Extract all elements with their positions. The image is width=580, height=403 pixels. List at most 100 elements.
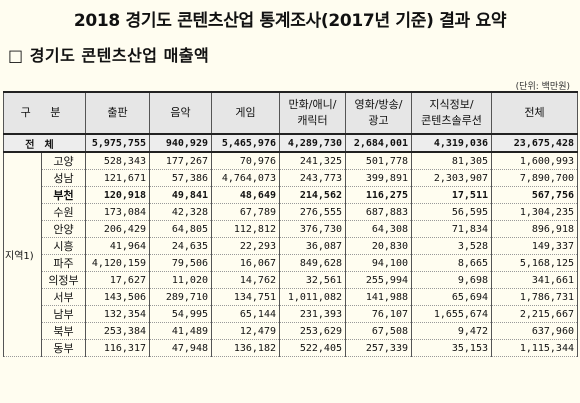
table-row: 지역1) 고양 528,343 177,267 70,976 241,325 501,778…: [3, 151, 578, 357]
table-cell: 849,628: [279, 254, 346, 272]
header-col: 출판: [85, 91, 150, 135]
table-cell: 24,635: [149, 237, 212, 255]
sales-table: 구 분 출판 음악 게임 만화/애니/ 캐릭터 영화/방송/ 광고 지식정보/ …: [3, 91, 578, 357]
table-cell: 22,293: [211, 237, 280, 255]
table-cell: 136,182: [211, 339, 280, 357]
table-cell: 16,067: [211, 254, 280, 272]
region-name: 파주: [41, 254, 86, 272]
table-cell: 149,337: [491, 237, 578, 255]
table-cell: 121,671: [85, 169, 150, 187]
header-col: 게임: [211, 91, 280, 135]
region-name: 서부: [41, 288, 86, 306]
table-cell: 637,960: [491, 322, 578, 340]
table-cell: 41,489: [149, 322, 212, 340]
table-cell: 253,629: [279, 322, 346, 340]
header-col: 지식정보/ 콘텐츠솔루션: [411, 91, 492, 135]
table-cell: 255,994: [345, 271, 412, 289]
table-cell: 141,988: [345, 288, 412, 306]
table-cell: 65,144: [211, 305, 280, 323]
table-cell: 134,751: [211, 288, 280, 306]
table-row: 부천 120,918 49,841 48,649 214,562 116,275 17,51…: [4, 186, 578, 204]
table-cell: 57,386: [149, 169, 212, 187]
header-col: 영화/방송/ 광고: [345, 91, 412, 135]
table-row: 파주 4,120,159 79,506 16,067 849,628 94,100 8,66…: [4, 254, 578, 272]
table-cell: 522,405: [279, 339, 346, 357]
table-cell: 5,975,755: [85, 133, 150, 153]
table-cell: 23,675,428: [491, 133, 578, 153]
table-cell: 253,384: [85, 322, 150, 340]
table-cell: 94,100: [345, 254, 412, 272]
region-name: 안양: [41, 220, 86, 238]
page-title: 2018 경기도 콘텐츠산업 통계조사(2017년 기준) 결과 요약: [73, 11, 507, 31]
table-cell: 257,339: [345, 339, 412, 357]
table-cell: 132,354: [85, 305, 150, 323]
table-cell: 35,153: [411, 339, 492, 357]
table-cell: 5,168,125: [491, 254, 578, 272]
table-cell: 1,115,344: [491, 339, 578, 357]
table-cell: 48,649: [211, 186, 280, 204]
table-cell: 896,918: [491, 220, 578, 238]
table-cell: 2,684,001: [345, 133, 412, 153]
table-cell: 32,561: [279, 271, 346, 289]
table-row: 동부 116,317 47,948 136,182 522,405 257,339 35,1…: [4, 339, 578, 357]
table-cell: 4,120,159: [85, 254, 150, 272]
region-name: 고양: [41, 151, 86, 170]
table-cell: 231,393: [279, 305, 346, 323]
table-cell: 341,661: [491, 271, 578, 289]
table-cell: 173,084: [85, 203, 150, 221]
table-cell: 3,528: [411, 237, 492, 255]
header-col: 전체: [491, 91, 578, 135]
table-cell: 289,710: [149, 288, 212, 306]
table-cell: 56,595: [411, 203, 492, 221]
table-cell: 1,304,235: [491, 203, 578, 221]
region-name: 성남: [41, 169, 86, 187]
table-cell: 5,465,976: [211, 133, 280, 153]
table-cell: 67,508: [345, 322, 412, 340]
table-header-row: 구 분 출판 음악 게임 만화/애니/ 캐릭터 영화/방송/ 광고 지식정보/ …: [3, 91, 578, 135]
table-cell: 116,275: [345, 186, 412, 204]
table-cell: 241,325: [279, 151, 346, 170]
region-name: 의정부: [41, 271, 86, 289]
table-row: 수원 173,084 42,328 67,789 276,555 687,883 56,59…: [4, 203, 578, 221]
table-cell: 276,555: [279, 203, 346, 221]
table-cell: 399,891: [345, 169, 412, 187]
table-cell: 42,328: [149, 203, 212, 221]
region-name: 남부: [41, 305, 86, 323]
table-cell: 47,948: [149, 339, 212, 357]
table-cell: 2,303,907: [411, 169, 492, 187]
table-cell: 36,087: [279, 237, 346, 255]
region-name: 시흥: [41, 237, 86, 255]
table-cell: 940,929: [149, 133, 212, 153]
total-label: 전체: [3, 133, 86, 153]
table-cell: 41,964: [85, 237, 150, 255]
table-cell: 49,841: [149, 186, 212, 204]
table-cell: 143,506: [85, 288, 150, 306]
table-cell: 9,698: [411, 271, 492, 289]
table-cell: 567,756: [491, 186, 578, 204]
table-cell: 17,627: [85, 271, 150, 289]
table-cell: 64,805: [149, 220, 212, 238]
table-cell: 528,343: [85, 151, 150, 170]
table-cell: 376,730: [279, 220, 346, 238]
table-row: 안양 206,429 64,805 112,812 376,730 64,308 71,83…: [4, 220, 578, 238]
header-col: 만화/애니/ 캐릭터: [279, 91, 346, 135]
table-cell: 501,778: [345, 151, 412, 170]
table-row: 의정부 17,627 11,020 14,762 32,561 255,994 9,698 3…: [4, 271, 578, 289]
table-cell: 112,812: [211, 220, 280, 238]
table-cell: 4,289,730: [279, 133, 346, 153]
table-cell: 54,995: [149, 305, 212, 323]
header-col: 음악: [149, 91, 212, 135]
table-cell: 206,429: [85, 220, 150, 238]
table-cell: 1,786,731: [491, 288, 578, 306]
table-cell: 1,011,082: [279, 288, 346, 306]
table-cell: 2,215,667: [491, 305, 578, 323]
table-cell: 243,773: [279, 169, 346, 187]
table-cell: 1,655,674: [411, 305, 492, 323]
table-cell: 1,600,993: [491, 151, 578, 170]
table-cell: 81,305: [411, 151, 492, 170]
unit-label: (단위: 백만원): [515, 82, 570, 92]
table-cell: 9,472: [411, 322, 492, 340]
section-title: □ 경기도 콘텐츠산업 매출액: [8, 46, 210, 65]
table-row: 서부 143,506 289,710 134,751 1,011,082 141,988 6…: [4, 288, 578, 306]
header-category: 구 분: [3, 91, 86, 135]
